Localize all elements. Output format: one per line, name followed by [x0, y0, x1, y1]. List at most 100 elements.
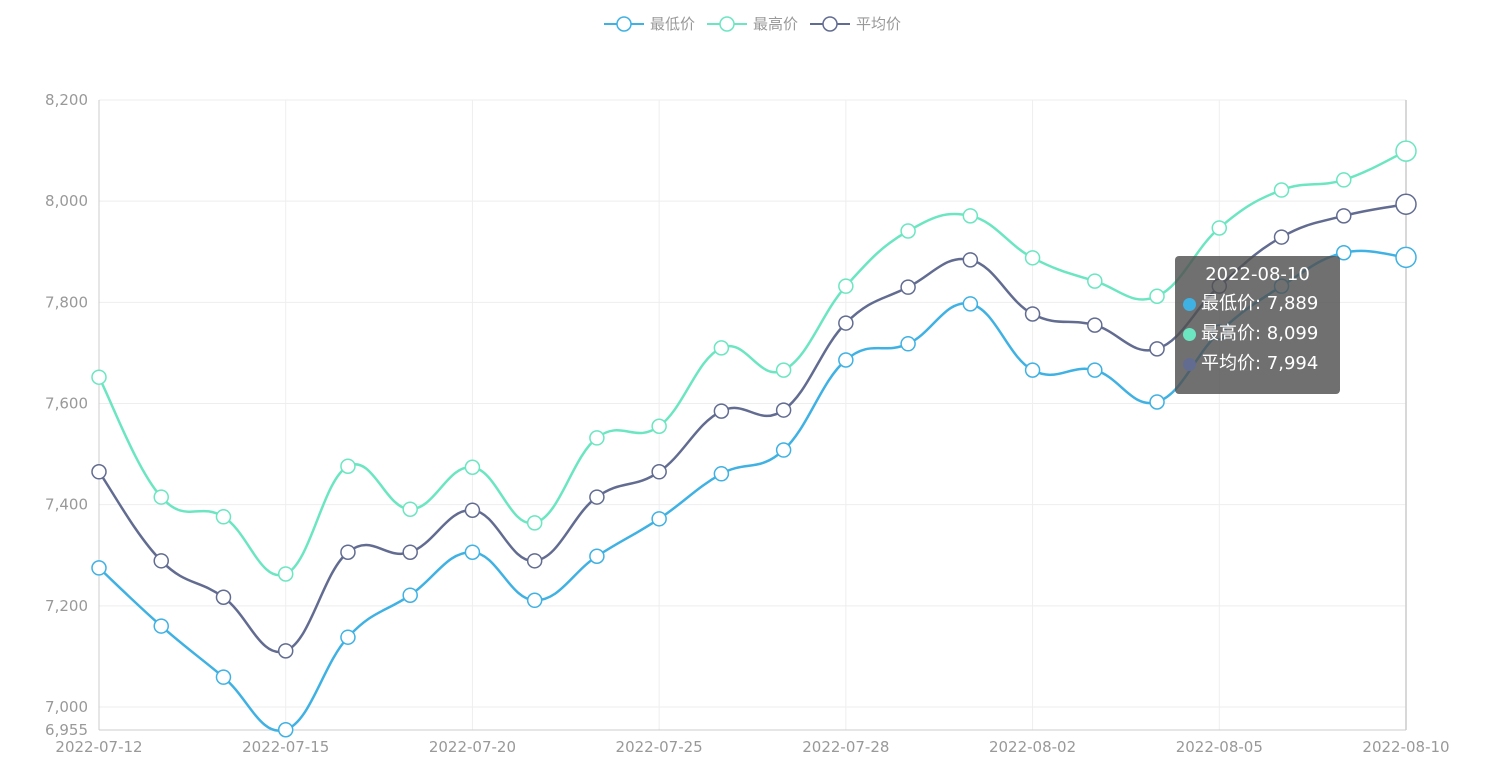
tooltip-value: 最高价: 8,099: [1201, 323, 1319, 344]
data-point: [277, 566, 294, 582]
y-tick-label: 6,955: [45, 721, 88, 739]
data-point: [589, 548, 605, 565]
data-point: [526, 515, 543, 531]
data-point: [1211, 220, 1228, 236]
data-point: [962, 252, 979, 268]
legend: 最低价 最高价 平均价: [0, 13, 1505, 34]
data-point: [340, 458, 356, 474]
data-point: [1336, 172, 1352, 188]
data-point: [215, 509, 232, 525]
data-point: [900, 223, 916, 239]
y-tick-label: 8,200: [45, 91, 88, 109]
y-tick-label: 7,200: [45, 597, 88, 615]
data-point: [1087, 362, 1103, 378]
legend-line-circle-icon: [706, 15, 747, 32]
tooltip-row: 最高价: 8,099: [1183, 319, 1332, 349]
data-point: [1024, 362, 1041, 378]
x-tick-label: 2022-07-20: [429, 738, 516, 756]
y-tick-label: 7,600: [45, 395, 88, 413]
data-point: [651, 511, 667, 527]
data-point: [775, 442, 792, 458]
data-point: [1336, 208, 1352, 224]
data-point: [464, 459, 481, 475]
x-tick-label: 2022-07-25: [616, 738, 703, 756]
tooltip-row: 最低价: 7,889: [1183, 289, 1332, 319]
data-point: [962, 208, 979, 224]
data-point: [900, 336, 916, 352]
data-point: [713, 466, 730, 482]
data-point: [1087, 273, 1103, 289]
data-point: [526, 592, 543, 609]
x-tick-label: 2022-08-10: [1362, 738, 1449, 756]
data-point: [153, 553, 169, 569]
data-point: [402, 544, 418, 560]
data-point: [962, 296, 979, 312]
legend-label: 最高价: [752, 15, 798, 33]
data-point: [1149, 341, 1165, 357]
data-point: [838, 352, 854, 368]
data-point: [838, 278, 854, 294]
legend-line-circle-icon: [810, 15, 850, 32]
data-point: [1024, 250, 1041, 266]
legend-item-high[interactable]: 最高价: [706, 13, 798, 34]
data-point: [91, 369, 107, 385]
legend-item-avg[interactable]: 平均价: [810, 13, 901, 34]
legend-line-circle-icon: [603, 15, 644, 32]
data-point: [153, 618, 169, 634]
data-point: [589, 430, 605, 446]
data-point: [1395, 193, 1417, 215]
data-point: [402, 587, 418, 603]
data-point: [1024, 306, 1041, 322]
x-tick-label: 2022-08-05: [1176, 738, 1263, 756]
y-tick-label: 8,000: [45, 192, 88, 210]
data-point: [402, 501, 418, 517]
y-tick-label: 7,400: [45, 496, 88, 514]
data-point: [1273, 229, 1290, 245]
data-point: [277, 643, 294, 659]
data-point: [215, 669, 232, 685]
tooltip: 2022-08-10 最低价: 7,889 最高价: 8,099 平均价: 7,…: [1175, 256, 1340, 394]
data-point: [340, 629, 356, 645]
tooltip-value: 平均价: 7,994: [1201, 353, 1319, 374]
x-tick-label: 2022-07-15: [242, 738, 329, 756]
data-point: [838, 315, 854, 331]
data-point: [1087, 317, 1103, 333]
data-point: [1149, 394, 1165, 410]
data-point: [340, 544, 356, 560]
data-point: [775, 362, 792, 378]
data-point: [1395, 140, 1417, 162]
data-point: [713, 340, 730, 356]
legend-label: 最低价: [649, 15, 695, 33]
data-point: [153, 489, 169, 505]
data-point: [651, 418, 667, 435]
data-point: [464, 502, 481, 518]
x-tick-label: 2022-07-28: [802, 738, 889, 756]
data-point: [215, 589, 232, 605]
data-point: [775, 402, 792, 418]
data-point: [91, 560, 107, 576]
tooltip-value: 最低价: 7,889: [1201, 293, 1319, 314]
series-dot-icon: [1183, 357, 1196, 371]
series-dot-icon: [1183, 297, 1196, 311]
data-point: [1336, 245, 1352, 261]
data-point: [713, 403, 730, 419]
x-tick-label: 2022-07-12: [55, 738, 142, 756]
y-tick-label: 7,000: [45, 698, 88, 716]
data-point: [1395, 246, 1417, 269]
tooltip-title: 2022-08-10: [1205, 264, 1310, 285]
data-point: [1149, 288, 1165, 305]
data-point: [277, 722, 294, 738]
data-point: [1273, 182, 1290, 198]
series-dot-icon: [1183, 327, 1196, 341]
tooltip-row: 平均价: 7,994: [1183, 349, 1332, 379]
x-tick-label: 2022-08-02: [989, 738, 1076, 756]
legend-item-low[interactable]: 最低价: [603, 13, 695, 34]
data-point: [526, 553, 543, 569]
data-point: [464, 544, 481, 560]
data-point: [589, 489, 605, 505]
y-tick-label: 7,800: [45, 293, 88, 311]
data-point: [91, 464, 107, 480]
legend-label: 平均价: [856, 15, 902, 33]
data-point: [900, 279, 916, 295]
